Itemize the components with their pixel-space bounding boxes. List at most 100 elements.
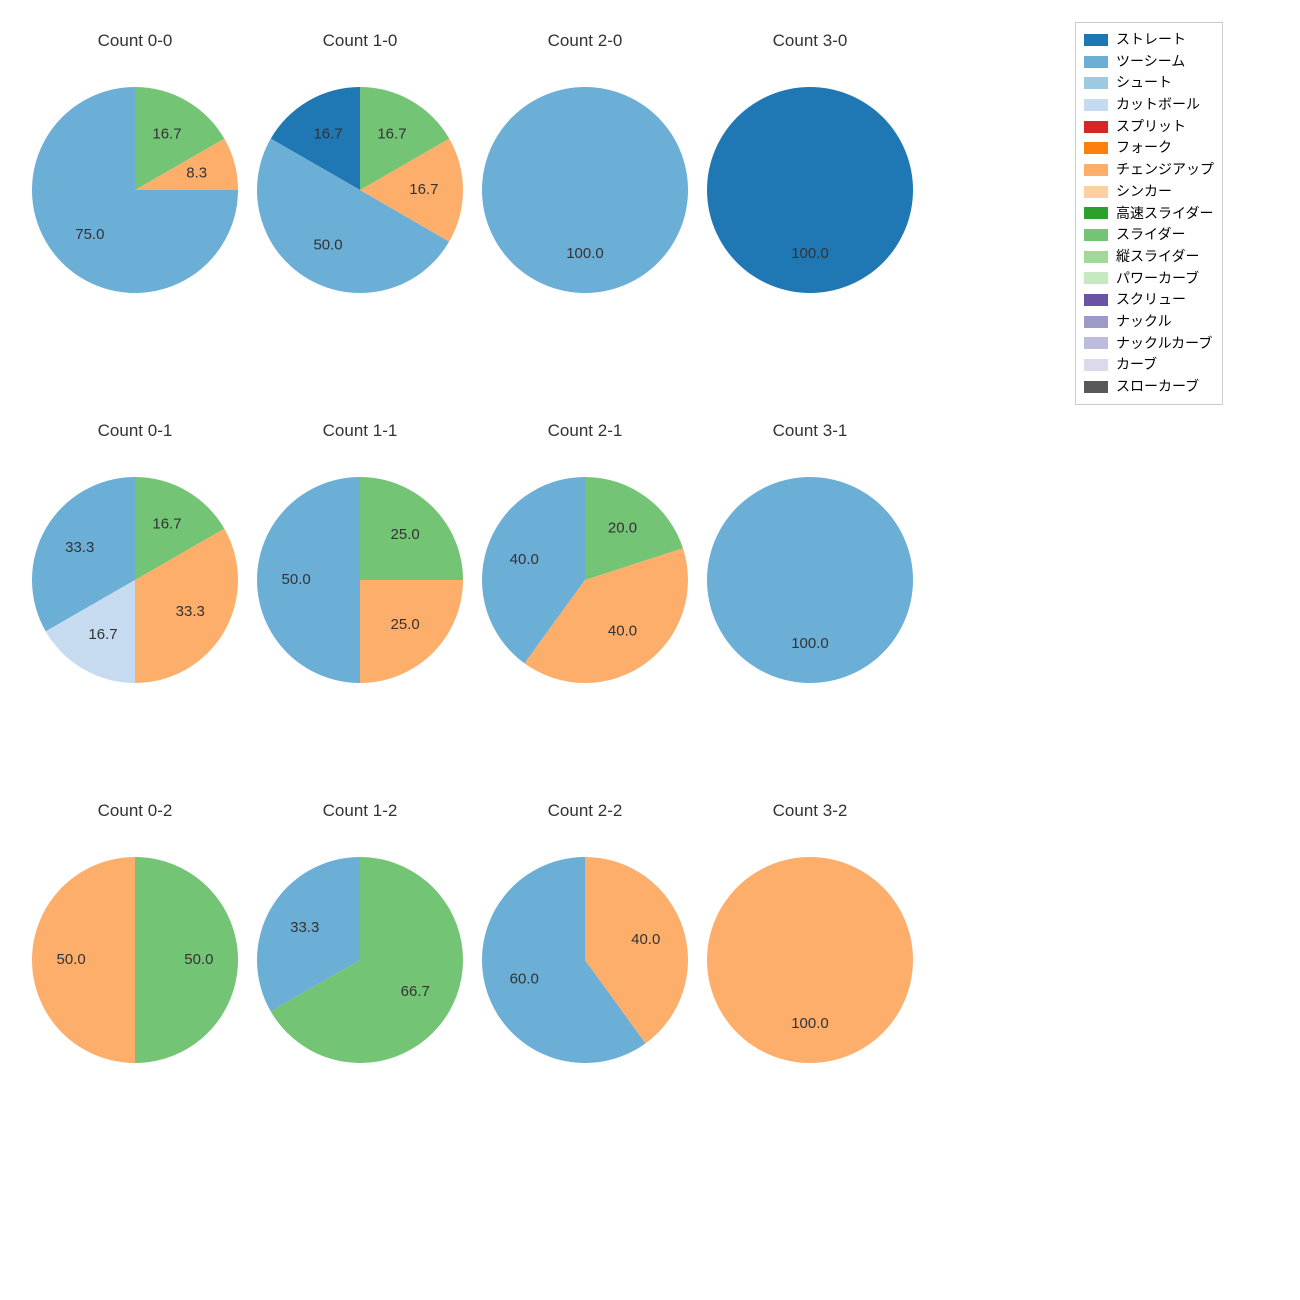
pie-slice-label: 16.7 xyxy=(152,126,181,143)
legend-swatch xyxy=(1084,251,1108,263)
legend-swatch xyxy=(1084,359,1108,371)
pie-svg: 75.0 8.3 16.7 xyxy=(12,67,258,313)
pie-chart-c01: Count 0-133.316.733.316.7 xyxy=(12,457,258,703)
pie-slice-label: 66.7 xyxy=(401,983,430,1000)
pie-svg: 100.0 xyxy=(687,457,933,703)
legend-label: ツーシーム xyxy=(1116,51,1185,73)
pie-svg: 50.0 50.0 xyxy=(12,837,258,1083)
legend: ストレートツーシームシュートカットボールスプリットフォークチェンジアップシンカー… xyxy=(1075,22,1223,405)
pie-slice-label: 50.0 xyxy=(57,951,86,968)
legend-item-fork: フォーク xyxy=(1084,137,1214,159)
legend-label: シンカー xyxy=(1116,181,1172,203)
legend-swatch xyxy=(1084,99,1108,111)
legend-label: チェンジアップ xyxy=(1116,159,1214,181)
legend-item-h_slider: 高速スライダー xyxy=(1084,203,1214,225)
pie-svg: 40.0 40.0 20.0 xyxy=(462,457,708,703)
pie-slice-label: 25.0 xyxy=(391,526,420,543)
legend-swatch xyxy=(1084,121,1108,133)
chart-title: Count 1-0 xyxy=(237,31,483,51)
legend-item-slowcurve: スローカーブ xyxy=(1084,376,1214,398)
legend-label: スプリット xyxy=(1116,116,1186,138)
pie-slice-label: 33.3 xyxy=(176,603,205,620)
chart-title: Count 0-2 xyxy=(12,801,258,821)
legend-swatch xyxy=(1084,207,1108,219)
legend-label: ナックルカーブ xyxy=(1116,333,1212,355)
legend-item-v_slider: 縦スライダー xyxy=(1084,246,1214,268)
legend-swatch xyxy=(1084,294,1108,306)
pie-svg: 100.0 xyxy=(687,837,933,1083)
pie-chart-c30: Count 3-0100.0 xyxy=(687,67,933,313)
pie-chart-c10: Count 1-016.750.016.716.7 xyxy=(237,67,483,313)
pie-slice-label: 75.0 xyxy=(75,226,104,243)
legend-item-screw: スクリュー xyxy=(1084,289,1214,311)
legend-label: ナックル xyxy=(1116,311,1172,333)
pie-svg: 50.025.025.0 xyxy=(237,457,483,703)
pie-slice-label: 8.3 xyxy=(186,165,207,182)
pie-svg: 33.316.733.316.7 xyxy=(12,457,258,703)
pie-slice-label: 16.7 xyxy=(152,516,181,533)
legend-label: フォーク xyxy=(1116,137,1172,159)
pie-chart-c32: Count 3-2100.0 xyxy=(687,837,933,1083)
legend-label: スクリュー xyxy=(1116,289,1186,311)
pie-slice-label: 50.0 xyxy=(282,571,311,588)
legend-swatch xyxy=(1084,229,1108,241)
legend-swatch xyxy=(1084,56,1108,68)
chart-title: Count 1-1 xyxy=(237,421,483,441)
chart-title: Count 3-0 xyxy=(687,31,933,51)
legend-swatch xyxy=(1084,186,1108,198)
chart-title: Count 0-1 xyxy=(12,421,258,441)
legend-swatch xyxy=(1084,381,1108,393)
chart-title: Count 0-0 xyxy=(12,31,258,51)
pie-slice-label: 40.0 xyxy=(608,623,637,640)
chart-title: Count 2-2 xyxy=(462,801,708,821)
legend-label: スライダー xyxy=(1116,224,1185,246)
legend-item-sinker: シンカー xyxy=(1084,181,1214,203)
legend-item-slider: スライダー xyxy=(1084,224,1214,246)
pie-slice-label: 20.0 xyxy=(608,519,637,536)
pie-slice-label: 50.0 xyxy=(313,236,342,253)
pie-svg: 33.3 66.7 xyxy=(237,837,483,1083)
legend-swatch xyxy=(1084,272,1108,284)
pie-chart-c31: Count 3-1100.0 xyxy=(687,457,933,703)
pie-slice-label: 33.3 xyxy=(290,919,319,936)
legend-label: カーブ xyxy=(1116,354,1157,376)
legend-swatch xyxy=(1084,316,1108,328)
pie-slice-label: 16.7 xyxy=(377,126,406,143)
pie-slice-label: 16.7 xyxy=(88,626,117,643)
pie-slice-straight xyxy=(707,87,913,293)
legend-label: スローカーブ xyxy=(1116,376,1199,398)
legend-swatch xyxy=(1084,77,1108,89)
pie-chart-c11: Count 1-150.025.025.0 xyxy=(237,457,483,703)
legend-item-twoseam: ツーシーム xyxy=(1084,51,1214,73)
legend-swatch xyxy=(1084,337,1108,349)
legend-item-powercurve: パワーカーブ xyxy=(1084,268,1214,290)
legend-label: パワーカーブ xyxy=(1116,268,1199,290)
pie-svg: 100.0 xyxy=(687,67,933,313)
pie-chart-c00: Count 0-075.08.316.7 xyxy=(12,67,258,313)
legend-label: カットボール xyxy=(1116,94,1200,116)
pie-chart-c21: Count 2-140.040.020.0 xyxy=(462,457,708,703)
legend-item-knucklecurve: ナックルカーブ xyxy=(1084,333,1214,355)
pie-chart-c20: Count 2-0100.0 xyxy=(462,67,708,313)
pie-svg: 60.040.0 xyxy=(462,837,708,1083)
legend-item-cutball: カットボール xyxy=(1084,94,1214,116)
pie-slice-label: 40.0 xyxy=(510,551,539,568)
pie-slice-twoseam xyxy=(707,477,913,683)
legend-label: シュート xyxy=(1116,72,1172,94)
legend-item-straight: ストレート xyxy=(1084,29,1214,51)
pie-slice-label: 16.7 xyxy=(409,181,438,198)
legend-item-changeup: チェンジアップ xyxy=(1084,159,1214,181)
pie-slice-twoseam xyxy=(482,87,688,293)
pie-chart-c22: Count 2-260.040.0 xyxy=(462,837,708,1083)
legend-label: 高速スライダー xyxy=(1116,203,1213,225)
pie-slice-changeup xyxy=(707,857,913,1063)
pie-slice-label: 50.0 xyxy=(184,951,213,968)
legend-swatch xyxy=(1084,142,1108,154)
chart-grid: Count 0-0 75.0 8.3 16.7 Count 1-0 16.7 50.0 16.… xyxy=(0,0,1300,1300)
legend-item-split: スプリット xyxy=(1084,116,1214,138)
chart-title: Count 3-2 xyxy=(687,801,933,821)
pie-slice-label: 40.0 xyxy=(631,931,660,948)
pie-slice-label: 16.7 xyxy=(313,126,342,143)
chart-title: Count 2-0 xyxy=(462,31,708,51)
legend-swatch xyxy=(1084,34,1108,46)
